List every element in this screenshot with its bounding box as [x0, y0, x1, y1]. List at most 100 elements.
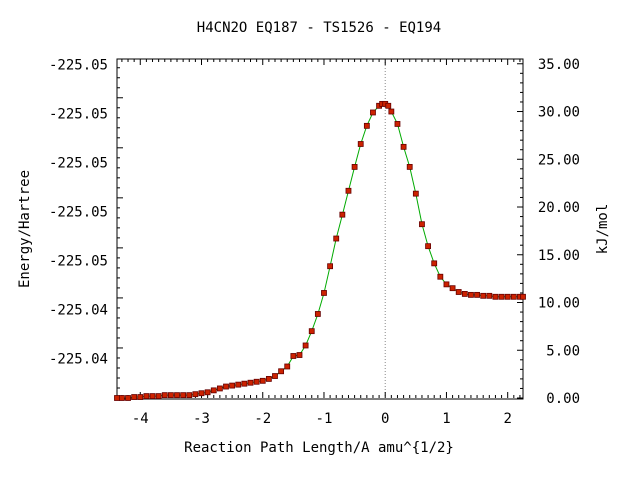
- data-point: [449, 285, 456, 292]
- left-axis-label: Energy/Hartree: [17, 170, 33, 288]
- data-point: [498, 293, 505, 300]
- data-point: [412, 190, 419, 197]
- data-point: [400, 143, 407, 150]
- x-tick-label: -1: [316, 411, 333, 427]
- left-tick-label: -225.05: [49, 58, 108, 74]
- right-tick-label: 10.00: [538, 296, 580, 312]
- data-point: [241, 380, 248, 387]
- data-point: [468, 291, 474, 298]
- data-point: [520, 293, 526, 300]
- data-point: [180, 392, 187, 399]
- data-point: [272, 373, 278, 379]
- data-point: [510, 293, 517, 300]
- chart-title: H4CN2O EQ187 - TS1526 - EQ194: [197, 20, 441, 36]
- axis-ticks: [117, 59, 523, 399]
- data-point: [198, 390, 205, 397]
- data-point: [137, 394, 144, 400]
- energy-curve: [117, 103, 523, 399]
- data-point: [204, 389, 211, 396]
- data-point: [474, 291, 480, 298]
- data-point: [235, 381, 242, 388]
- right-tick-label: 0.00: [546, 391, 580, 407]
- data-point: [216, 385, 223, 392]
- data-point: [259, 377, 266, 384]
- data-point: [385, 102, 392, 109]
- right-tick-labels: 0.00 5.00 10.00 15.00 20.00 25.00 30.00 35.00: [538, 57, 580, 407]
- data-point: [210, 387, 217, 394]
- data-point: [314, 311, 321, 317]
- right-axis-label: kJ/mol: [595, 204, 611, 255]
- left-tick-label: -225.05: [49, 254, 108, 270]
- x-tick-label: -2: [254, 411, 271, 427]
- x-axis-label: Reaction Path Length/A amu^{1/2}: [184, 440, 454, 456]
- data-point: [290, 353, 297, 359]
- x-tick-label: -3: [193, 411, 210, 427]
- data-point: [296, 352, 303, 358]
- data-point: [174, 392, 180, 399]
- data-point: [504, 293, 511, 300]
- data-point: [149, 393, 156, 399]
- plot-frame: [116, 58, 524, 400]
- data-point: [229, 382, 236, 389]
- data-point: [486, 292, 493, 299]
- data-point: [223, 383, 229, 390]
- data-point: [443, 281, 450, 288]
- data-point: [394, 121, 401, 127]
- left-tick-label: -225.05: [49, 107, 108, 123]
- data-point: [192, 391, 199, 398]
- data-point: [278, 368, 285, 375]
- right-tick-label: 15.00: [538, 248, 580, 264]
- data-point: [345, 187, 352, 194]
- data-point: [333, 235, 340, 242]
- data-point: [167, 392, 174, 399]
- data-point: [253, 378, 260, 385]
- x-tick-labels: -4 -3 -2 -1 0 1 2: [132, 411, 512, 427]
- right-tick-label: 20.00: [538, 200, 580, 216]
- data-point: [284, 363, 291, 370]
- data-point: [155, 393, 162, 399]
- data-point: [419, 221, 425, 228]
- data-point: [321, 290, 327, 296]
- left-tick-label: -225.05: [49, 205, 108, 221]
- data-point: [125, 395, 131, 401]
- data-point: [308, 328, 315, 335]
- right-tick-label: 5.00: [546, 343, 580, 359]
- right-tick-label: 30.00: [538, 105, 580, 121]
- data-point: [455, 289, 462, 295]
- left-tick-label: -225.04: [49, 303, 108, 319]
- x-tick-label: 1: [442, 411, 450, 427]
- data-point: [461, 291, 468, 297]
- data-point: [480, 292, 487, 299]
- x-tick-label: 2: [503, 411, 511, 427]
- right-tick-label: 35.00: [538, 57, 580, 73]
- data-point: [265, 376, 272, 382]
- data-point: [161, 392, 168, 399]
- data-point: [431, 260, 438, 267]
- data-point: [425, 243, 431, 250]
- data-point: [406, 164, 413, 170]
- data-point: [143, 393, 150, 399]
- data-point: [186, 392, 193, 399]
- data-point: [302, 342, 309, 349]
- data-point: [363, 122, 370, 129]
- left-tick-label: -225.05: [49, 156, 108, 172]
- data-point: [131, 394, 138, 400]
- data-point: [370, 109, 376, 116]
- data-point: [357, 141, 364, 147]
- right-tick-label: 25.00: [538, 152, 580, 168]
- data-point: [351, 164, 358, 170]
- data-point: [118, 395, 125, 401]
- data-point: [247, 379, 254, 386]
- left-tick-label: -225.04: [49, 352, 108, 368]
- data-point: [437, 273, 444, 280]
- data-point: [114, 395, 120, 401]
- data-point: [327, 263, 334, 270]
- left-tick-labels: -225.05 -225.05 -225.05 -225.05 -225.05 -225.…: [49, 58, 108, 368]
- energy-curve-line: [117, 103, 523, 399]
- x-tick-label: 0: [381, 411, 389, 427]
- data-point: [339, 211, 346, 218]
- data-point: [492, 293, 499, 300]
- x-tick-label: -4: [132, 411, 149, 427]
- energy-points: [114, 100, 526, 401]
